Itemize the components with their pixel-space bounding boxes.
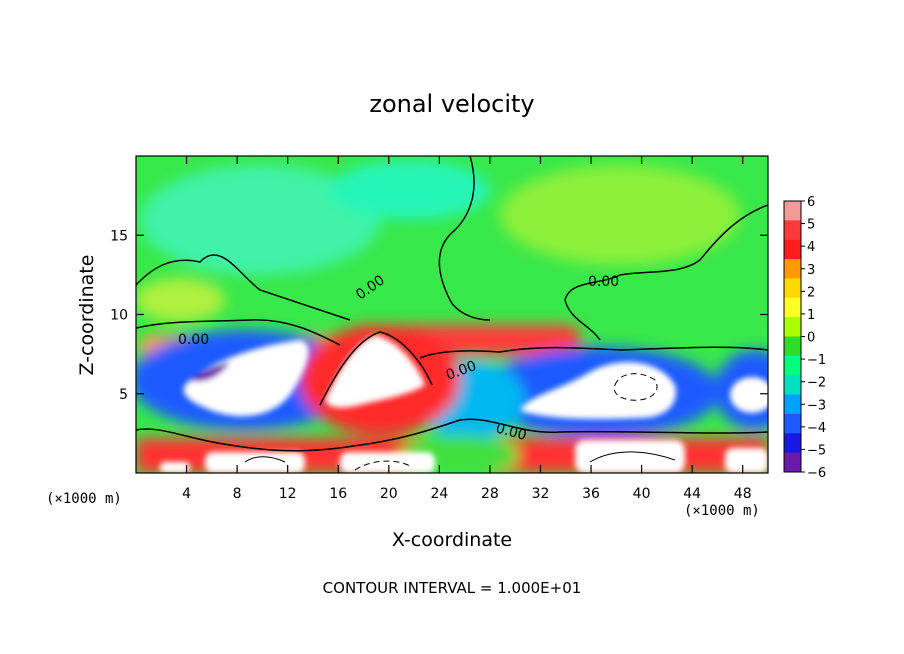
field-core-white-bottom-right bbox=[575, 440, 685, 473]
colorbar-swatch bbox=[784, 259, 801, 279]
colorbar-tick-label: −4 bbox=[807, 421, 826, 436]
colorbar-swatch bbox=[784, 394, 801, 415]
x-tick-label: 4 bbox=[182, 486, 191, 502]
x-tick-label: 48 bbox=[734, 486, 752, 502]
contour-mid-right bbox=[419, 346, 768, 359]
field-patch-cyan-upper-left bbox=[140, 165, 380, 275]
colorbar-swatch bbox=[784, 355, 801, 376]
colorbar-tick-label: 0 bbox=[807, 331, 815, 346]
y-axis-title: Z-coordinate bbox=[76, 255, 98, 376]
colorbar-tick-label: −6 bbox=[807, 466, 826, 481]
field-patch-cyan-upper-mid bbox=[330, 160, 490, 220]
x-tick-label: 8 bbox=[233, 486, 242, 502]
field-core-white-far-right bbox=[730, 377, 768, 413]
y-tick-label: 5 bbox=[119, 387, 128, 403]
chart-title: zonal velocity bbox=[369, 90, 534, 118]
contour-lines bbox=[136, 156, 768, 471]
x-unit-right: (×1000 m) bbox=[684, 503, 760, 519]
colorbar-tick-label: −5 bbox=[807, 443, 826, 458]
field-core-white-bottom-far-right bbox=[725, 448, 768, 473]
colorbar-tick-label: 2 bbox=[807, 285, 815, 300]
colorbar-swatch bbox=[784, 297, 801, 318]
colorbar-swatch bbox=[784, 433, 801, 454]
colorbar-swatch bbox=[784, 220, 801, 241]
contour-divider bbox=[438, 156, 491, 321]
contour-lower bbox=[136, 418, 768, 452]
x-axis: 4 8 12 16 20 24 28 32 36 40 44 48 bbox=[182, 156, 752, 502]
x-tick-label: 40 bbox=[633, 486, 651, 502]
contour-negative-dashed-right bbox=[613, 373, 658, 401]
field-patch-yellowgreen bbox=[136, 278, 225, 322]
colorbar-swatch bbox=[784, 375, 801, 396]
field-patch-lime-upper-right bbox=[500, 165, 740, 265]
field-core-white-right bbox=[520, 362, 676, 420]
x-unit-left: (×1000 m) bbox=[46, 491, 122, 507]
colorbar-tick-label: 6 bbox=[807, 195, 815, 210]
colorbar-tick-label: 3 bbox=[807, 263, 815, 278]
contour-mid-left bbox=[136, 319, 341, 346]
contour-label: 0.00 bbox=[494, 420, 528, 444]
x-tick-label: 32 bbox=[532, 486, 550, 502]
colorbar-swatch bbox=[784, 201, 801, 221]
colorbar-swatch bbox=[784, 336, 801, 357]
field-core-white-bottom-centre bbox=[340, 452, 435, 473]
y-tick-label: 10 bbox=[110, 308, 128, 324]
field-core-white-left bbox=[183, 340, 309, 417]
x-tick-label: 28 bbox=[481, 486, 499, 502]
field-core-white-centre bbox=[325, 335, 425, 408]
colorbar-tick-label: 5 bbox=[807, 218, 815, 233]
contour-labels: 0.00 0.00 0.00 0.00 0.00 bbox=[178, 272, 619, 444]
colorbar: 6 5 4 3 2 1 0 −1 −2 −3 −4 −5 −6 bbox=[783, 195, 826, 481]
x-tick-label: 16 bbox=[329, 486, 347, 502]
field-core-white-bottom-left bbox=[205, 452, 305, 473]
x-tick-label: 36 bbox=[582, 486, 600, 502]
colorbar-swatch bbox=[784, 278, 801, 299]
y-tick-label: 15 bbox=[110, 228, 128, 244]
x-tick-label: 12 bbox=[279, 486, 297, 502]
x-tick-label: 44 bbox=[683, 486, 701, 502]
contour-negative-dashed-bottom bbox=[354, 460, 411, 471]
colorbar-swatch bbox=[784, 413, 801, 434]
colorbar-swatch bbox=[784, 239, 801, 260]
colorbar-swatch bbox=[784, 317, 801, 337]
colorbar-tick-label: −3 bbox=[807, 398, 826, 413]
x-tick-label: 20 bbox=[380, 486, 398, 502]
contour-core-bottom-right bbox=[589, 451, 676, 463]
colorbar-tick-label: 1 bbox=[807, 308, 815, 323]
contour-label: 0.00 bbox=[588, 274, 619, 290]
colorbar-tick-label: −2 bbox=[807, 376, 826, 391]
contour-upper bbox=[136, 254, 351, 321]
field-core-purple-left bbox=[190, 362, 230, 382]
colorbar-tick-label: −1 bbox=[807, 353, 826, 368]
contour-right-upper bbox=[564, 204, 768, 341]
contour-core-bottom-left bbox=[244, 456, 286, 463]
field-core-white-bottom-edge bbox=[160, 462, 190, 473]
y-axis: 5 10 15 bbox=[110, 228, 768, 403]
x-axis-title: X-coordinate bbox=[392, 529, 512, 551]
colorbar-swatch bbox=[784, 452, 801, 473]
colorbar-tick-label: 4 bbox=[807, 240, 815, 255]
heatmap-field bbox=[136, 156, 768, 473]
x-tick-label: 24 bbox=[430, 486, 448, 502]
contour-label: 0.00 bbox=[178, 332, 209, 348]
contour-interval-note: CONTOUR INTERVAL = 1.000E+01 bbox=[323, 579, 582, 597]
contour-core-outline-centre bbox=[319, 331, 433, 406]
